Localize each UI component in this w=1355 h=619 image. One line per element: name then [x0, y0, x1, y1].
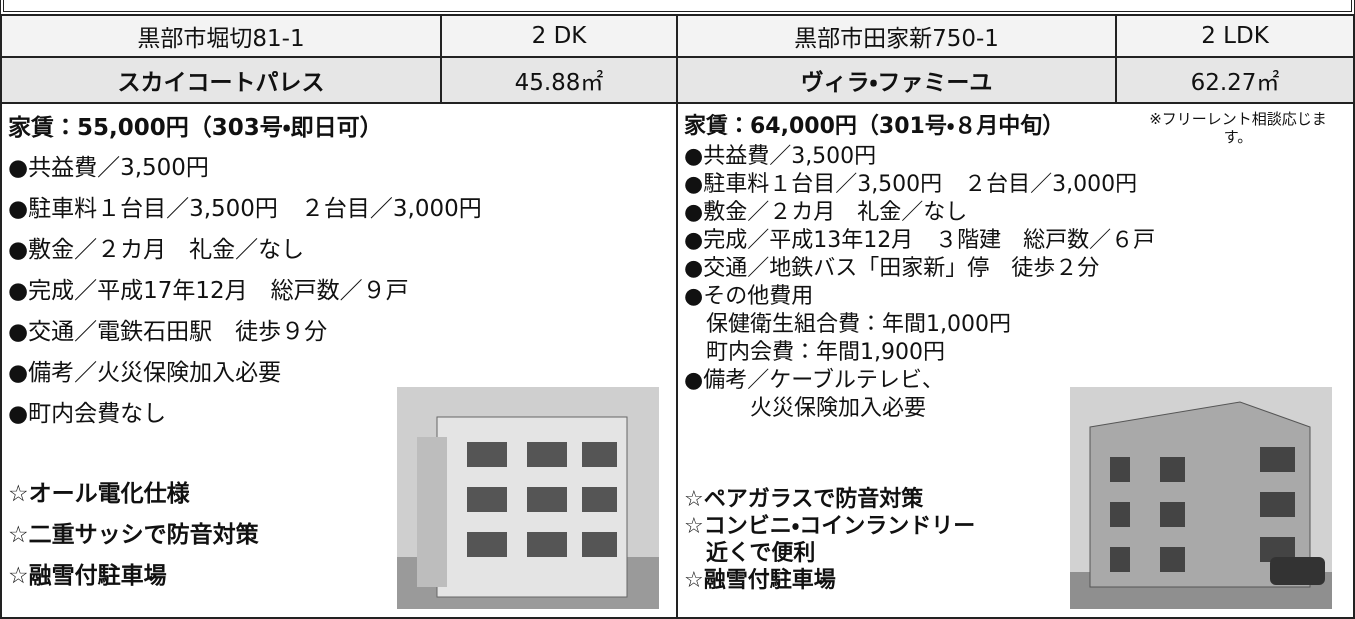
feature-line: ☆オール電化仕様 — [8, 481, 190, 507]
address-cell: 黒部市田家新750-1 — [676, 14, 1117, 58]
feature-line: ☆融雪付駐車場 — [8, 563, 167, 589]
building-name: ヴィラ・ファミーユ — [800, 70, 993, 96]
address: 黒部市堀切81-1 — [137, 26, 305, 52]
area-cell: 45.88㎡ — [440, 56, 678, 104]
layout-cell: 2 DK — [440, 14, 678, 58]
area-cell: 62.27㎡ — [1115, 56, 1355, 104]
feature-line: ☆二重サッシで防音対策 — [8, 522, 259, 548]
detail-line: ●共益費／3,500円 — [684, 144, 877, 169]
photo — [397, 387, 659, 609]
listing-body: 家賃：55,000円（303号・即日可） ●共益費／3,500円 ●駐車料１台目／3… — [0, 102, 678, 619]
area: 62.27㎡ — [1190, 70, 1280, 96]
detail-line: ●駐車料１台目／3,500円 ２台目／3,000円 — [8, 196, 482, 222]
detail-line: ●その他費用 — [684, 284, 814, 309]
note: ※フリーレント相談応じます。 — [1149, 110, 1327, 146]
rent: 家賃：55,000円（303号・即日可） — [8, 115, 383, 141]
area: 45.88㎡ — [514, 70, 604, 96]
layout-cell: 2 LDK — [1115, 14, 1355, 58]
name-cell: スカイコートパレス — [0, 56, 442, 104]
detail-line: 町内会費：年間1,900円 — [684, 340, 945, 365]
detail-line: ●敷金／２カ月 礼金／なし — [684, 200, 968, 225]
detail-line: ●町内会費なし — [8, 401, 167, 427]
listing-body: ※フリーレント相談応じます。 家賃：64,000円（301号・８月中旬） ●共益費… — [676, 102, 1355, 619]
rent: 家賃：64,000円（301号・８月中旬） — [684, 114, 1065, 139]
building-name: スカイコートパレス — [117, 70, 325, 96]
top-strip — [0, 0, 1355, 15]
detail-line: ●駐車料１台目／3,500円 ２台目／3,000円 — [684, 172, 1138, 197]
detail-line: ●完成／平成17年12月 総戸数／９戸 — [8, 278, 409, 304]
detail-line: ●完成／平成13年12月 ３階建 総戸数／６戸 — [684, 228, 1156, 253]
photo — [1070, 387, 1332, 609]
detail-line: ●交通／電鉄石田駅 徒歩９分 — [8, 319, 328, 345]
detail-line: ●共益費／3,500円 — [8, 155, 209, 181]
feature-line: ☆コンビニ・コインランドリー — [684, 514, 976, 539]
address-cell: 黒部市堀切81-1 — [0, 14, 442, 58]
detail-line: ●備考／ケーブルテレビ、 — [684, 368, 944, 393]
layout: 2 LDK — [1201, 23, 1269, 49]
address: 黒部市田家新750-1 — [794, 26, 999, 52]
feature-line: ☆融雪付駐車場 — [684, 568, 836, 593]
detail-line: 火災保険加入必要 — [684, 396, 927, 421]
feature-line: ☆ペアガラスで防音対策 — [684, 487, 924, 512]
layout: 2 DK — [531, 23, 587, 49]
detail-line: 保健衛生組合費：年間1,000円 — [684, 312, 1011, 337]
name-cell: ヴィラ・ファミーユ — [676, 56, 1117, 104]
detail-line: ●交通／地鉄バス「田家新」停 徒歩２分 — [684, 256, 1100, 281]
detail-line: ●備考／火災保険加入必要 — [8, 360, 282, 386]
detail-line: ●敷金／２カ月 礼金／なし — [8, 237, 305, 263]
feature-line: 近くで便利 — [684, 541, 816, 566]
